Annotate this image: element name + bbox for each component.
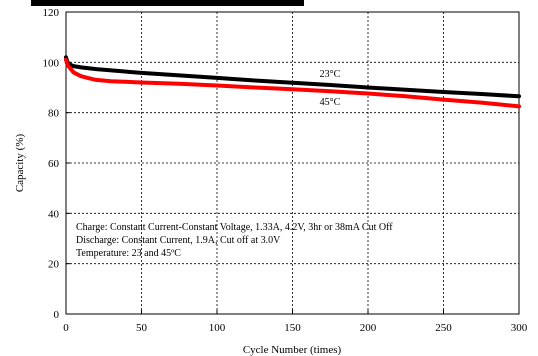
- x-tick-label: 200: [360, 322, 377, 334]
- x-axis-title: Cycle Number (times): [243, 344, 342, 356]
- annotation-line: Temperature: 23 and 45ºC: [76, 248, 181, 259]
- annotations: Charge: Constant Current-Constant Voltag…: [76, 222, 393, 259]
- series-label-23c: 23°C: [320, 69, 341, 80]
- series-label-45c: 45°C: [320, 97, 341, 108]
- y-tick-label: 80: [48, 108, 60, 120]
- series-line-45c: [64, 57, 521, 109]
- y-tick-label: 0: [54, 309, 60, 321]
- series-line-23c: [64, 55, 521, 99]
- y-tick-label: 100: [43, 57, 60, 69]
- gridlines: [66, 12, 519, 314]
- y-axis-title: Capacity (%): [14, 133, 26, 192]
- series-labels: 23°C 45°C: [320, 69, 341, 108]
- y-tick-label: 20: [48, 259, 60, 271]
- x-tick-label: 100: [209, 322, 226, 334]
- x-tick-label: 300: [511, 322, 528, 334]
- y-tick-label: 40: [48, 208, 60, 220]
- title-bar: [31, 0, 304, 6]
- y-tick-label: 60: [48, 158, 60, 170]
- y-tick-label: 120: [43, 7, 60, 19]
- x-tick-label: 150: [284, 322, 301, 334]
- axis-ticks: 0 50 100 150 200 250 300 0 20 40 60 80 100 120: [43, 7, 528, 334]
- annotation-line: Charge: Constant Current-Constant Voltag…: [76, 222, 393, 233]
- x-tick-label: 250: [435, 322, 452, 334]
- x-tick-label: 50: [136, 322, 148, 334]
- data-series: [64, 55, 521, 109]
- annotation-line: Discharge: Constant Current, 1.9A, Cut o…: [76, 235, 281, 246]
- x-tick-label: 0: [63, 322, 69, 334]
